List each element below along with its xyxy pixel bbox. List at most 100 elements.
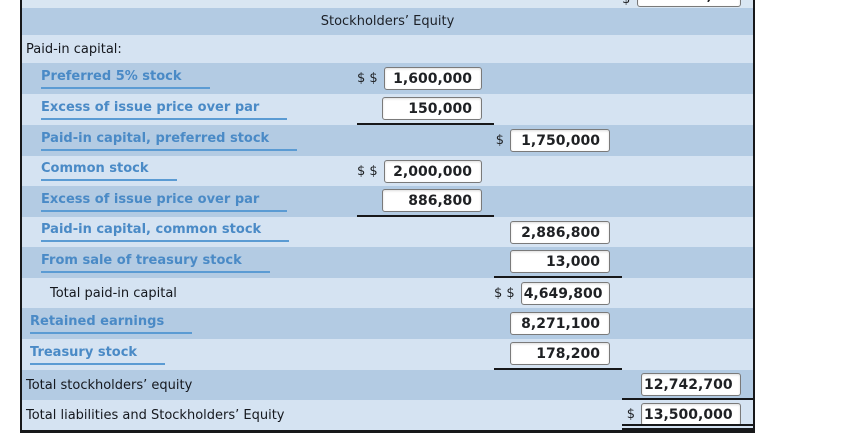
amount-cell-b: 178,200 xyxy=(494,339,622,370)
label-cell: Preferred 5% stock xyxy=(22,63,357,94)
amount-input[interactable]: 178,200 xyxy=(510,342,610,365)
amount-cell-b xyxy=(494,156,622,186)
table-row: Paid-in capital, preferred stock $1,750,0… xyxy=(22,125,753,156)
amount-cell-b: $ $ 4,649,800 xyxy=(494,278,622,308)
amount-cell-b xyxy=(494,370,622,400)
table-row: Total paid-in capital $ $ 4,649,800 xyxy=(22,278,753,308)
amount-cell-c xyxy=(622,63,753,94)
dollar-prefix: $ xyxy=(622,0,630,7)
table-row: Total liabilities and Stockholders’ Equi… xyxy=(22,400,753,430)
amount-cell-b xyxy=(494,94,622,125)
amount-cell-a xyxy=(357,278,494,308)
amount-cell-b xyxy=(494,35,622,63)
label-cell: Paid-in capital, preferred stock xyxy=(22,125,357,156)
amount-cell-b: 8,271,100 xyxy=(494,308,622,339)
amount-cell-b: $1,750,000 xyxy=(494,125,622,156)
amount-input[interactable]: 2,000,000 xyxy=(383,159,482,183)
dollar-prefix: $ $ xyxy=(494,285,515,301)
label-cell: Retained earnings xyxy=(22,308,357,339)
amount-cell-b xyxy=(494,186,622,217)
amount-cell-a xyxy=(357,370,494,400)
label-cell: Paid-in capital: xyxy=(22,35,357,63)
row-label: Total stockholders’ equity xyxy=(26,377,193,393)
table-row: Retained earnings 8,271,100 xyxy=(22,308,753,339)
table-row: Excess of issue price over par 886,800 xyxy=(22,186,753,217)
row-label: Total paid-in capital xyxy=(50,285,177,301)
amount-input[interactable]: 12,742,700 xyxy=(641,372,741,396)
amount-input[interactable]: 1,750,000 xyxy=(510,129,610,152)
amount-cell-c xyxy=(622,125,753,156)
amount-cell-b: 2,886,800 xyxy=(494,217,622,247)
account-link[interactable]: Preferred 5% stock xyxy=(41,69,210,89)
account-link[interactable]: Excess of issue price over par xyxy=(41,100,288,120)
stockholders-equity-table: $ , Stockholders’ Equity Paid-in capital:… xyxy=(20,0,755,433)
amount-cell-b xyxy=(494,63,622,94)
label-cell: Common stock xyxy=(22,156,357,186)
table-row: Treasury stock 178,200 xyxy=(22,339,753,370)
table-row: Common stock $ $ 2,000,000 xyxy=(22,156,753,186)
table-row: Preferred 5% stock $ $ 1,600,000 xyxy=(22,63,753,94)
amount-cell-a xyxy=(357,217,494,247)
label-cell: From sale of treasury stock xyxy=(22,247,357,278)
amount-cell-c xyxy=(622,308,753,339)
dollar-prefix: $ xyxy=(495,133,504,148)
amount-cell-c xyxy=(622,339,753,370)
amount-input[interactable]: 13,000 xyxy=(510,250,610,273)
account-link[interactable]: Paid-in capital, common stock xyxy=(41,222,290,242)
partial-row-top: $ , xyxy=(22,0,753,8)
amount-input-partial[interactable]: , xyxy=(637,0,741,7)
amount-cell-a: $ $ 2,000,000 xyxy=(357,156,494,186)
label-cell: Total liabilities and Stockholders’ Equi… xyxy=(22,400,357,430)
row-label: Total liabilities and Stockholders’ Equi… xyxy=(26,407,285,423)
account-link[interactable]: Common stock xyxy=(41,161,177,181)
table-row: Total stockholders’ equity 12,742,700 xyxy=(22,370,753,400)
amount-cell-c xyxy=(622,186,753,217)
amount-cell-c xyxy=(622,278,753,308)
amount-input[interactable]: 8,271,100 xyxy=(510,312,610,335)
amount-cell-a xyxy=(357,247,494,278)
amount-input[interactable]: 886,800 xyxy=(382,189,482,212)
account-link[interactable]: From sale of treasury stock xyxy=(41,253,270,273)
amount-input[interactable]: 1,600,000 xyxy=(383,67,482,90)
amount-cell-a xyxy=(357,400,494,430)
account-link[interactable]: Excess of issue price over par xyxy=(41,192,288,212)
amount-cell-c xyxy=(622,35,753,63)
amount-cell-c xyxy=(622,94,753,125)
amount-cell-a: 886,800 xyxy=(357,186,494,217)
amount-cell-c: $13,500,000 xyxy=(622,400,753,430)
section-header: Stockholders’ Equity xyxy=(320,14,455,29)
label-cell: Excess of issue price over par xyxy=(22,94,357,125)
label-cell: Paid-in capital, common stock xyxy=(22,217,357,247)
table-row: Paid-in capital, common stock 2,886,800 xyxy=(22,217,753,247)
dollar-prefix: $ xyxy=(626,406,635,422)
amount-input[interactable]: 150,000 xyxy=(382,97,482,120)
label-cell: Total paid-in capital xyxy=(22,278,357,308)
table-row: Paid-in capital: xyxy=(22,35,753,63)
account-link[interactable]: Retained earnings xyxy=(30,314,193,334)
amount-cell-a xyxy=(357,125,494,156)
amount-cell-a: 150,000 xyxy=(357,94,494,125)
amount-cell-c xyxy=(622,217,753,247)
amount-input[interactable]: 4,649,800 xyxy=(520,281,610,305)
section-header-row: Stockholders’ Equity xyxy=(22,8,753,35)
amount-cell-c: 12,742,700 xyxy=(622,370,753,400)
amount-cell-a: $ $ 1,600,000 xyxy=(357,63,494,94)
amount-cell-a xyxy=(357,308,494,339)
label-cell: Excess of issue price over par xyxy=(22,186,357,217)
amount-input[interactable]: 2,886,800 xyxy=(510,220,610,244)
amount-cell-a xyxy=(357,35,494,63)
account-link[interactable]: Treasury stock xyxy=(30,345,166,365)
dollar-prefix: $ $ xyxy=(357,71,378,86)
partial-value-fragment: , xyxy=(707,0,712,6)
table-row: Excess of issue price over par 150,000 xyxy=(22,94,753,125)
amount-cell-b: 13,000 xyxy=(494,247,622,278)
amount-cell-b xyxy=(494,400,622,430)
amount-input[interactable]: 13,500,000 xyxy=(641,402,741,426)
label-cell: Treasury stock xyxy=(22,339,357,370)
row-label: Paid-in capital: xyxy=(26,41,122,57)
label-cell: Total stockholders’ equity xyxy=(22,370,357,400)
amount-cell-c xyxy=(622,247,753,278)
table-row: From sale of treasury stock 13,000 xyxy=(22,247,753,278)
account-link[interactable]: Paid-in capital, preferred stock xyxy=(41,131,298,151)
